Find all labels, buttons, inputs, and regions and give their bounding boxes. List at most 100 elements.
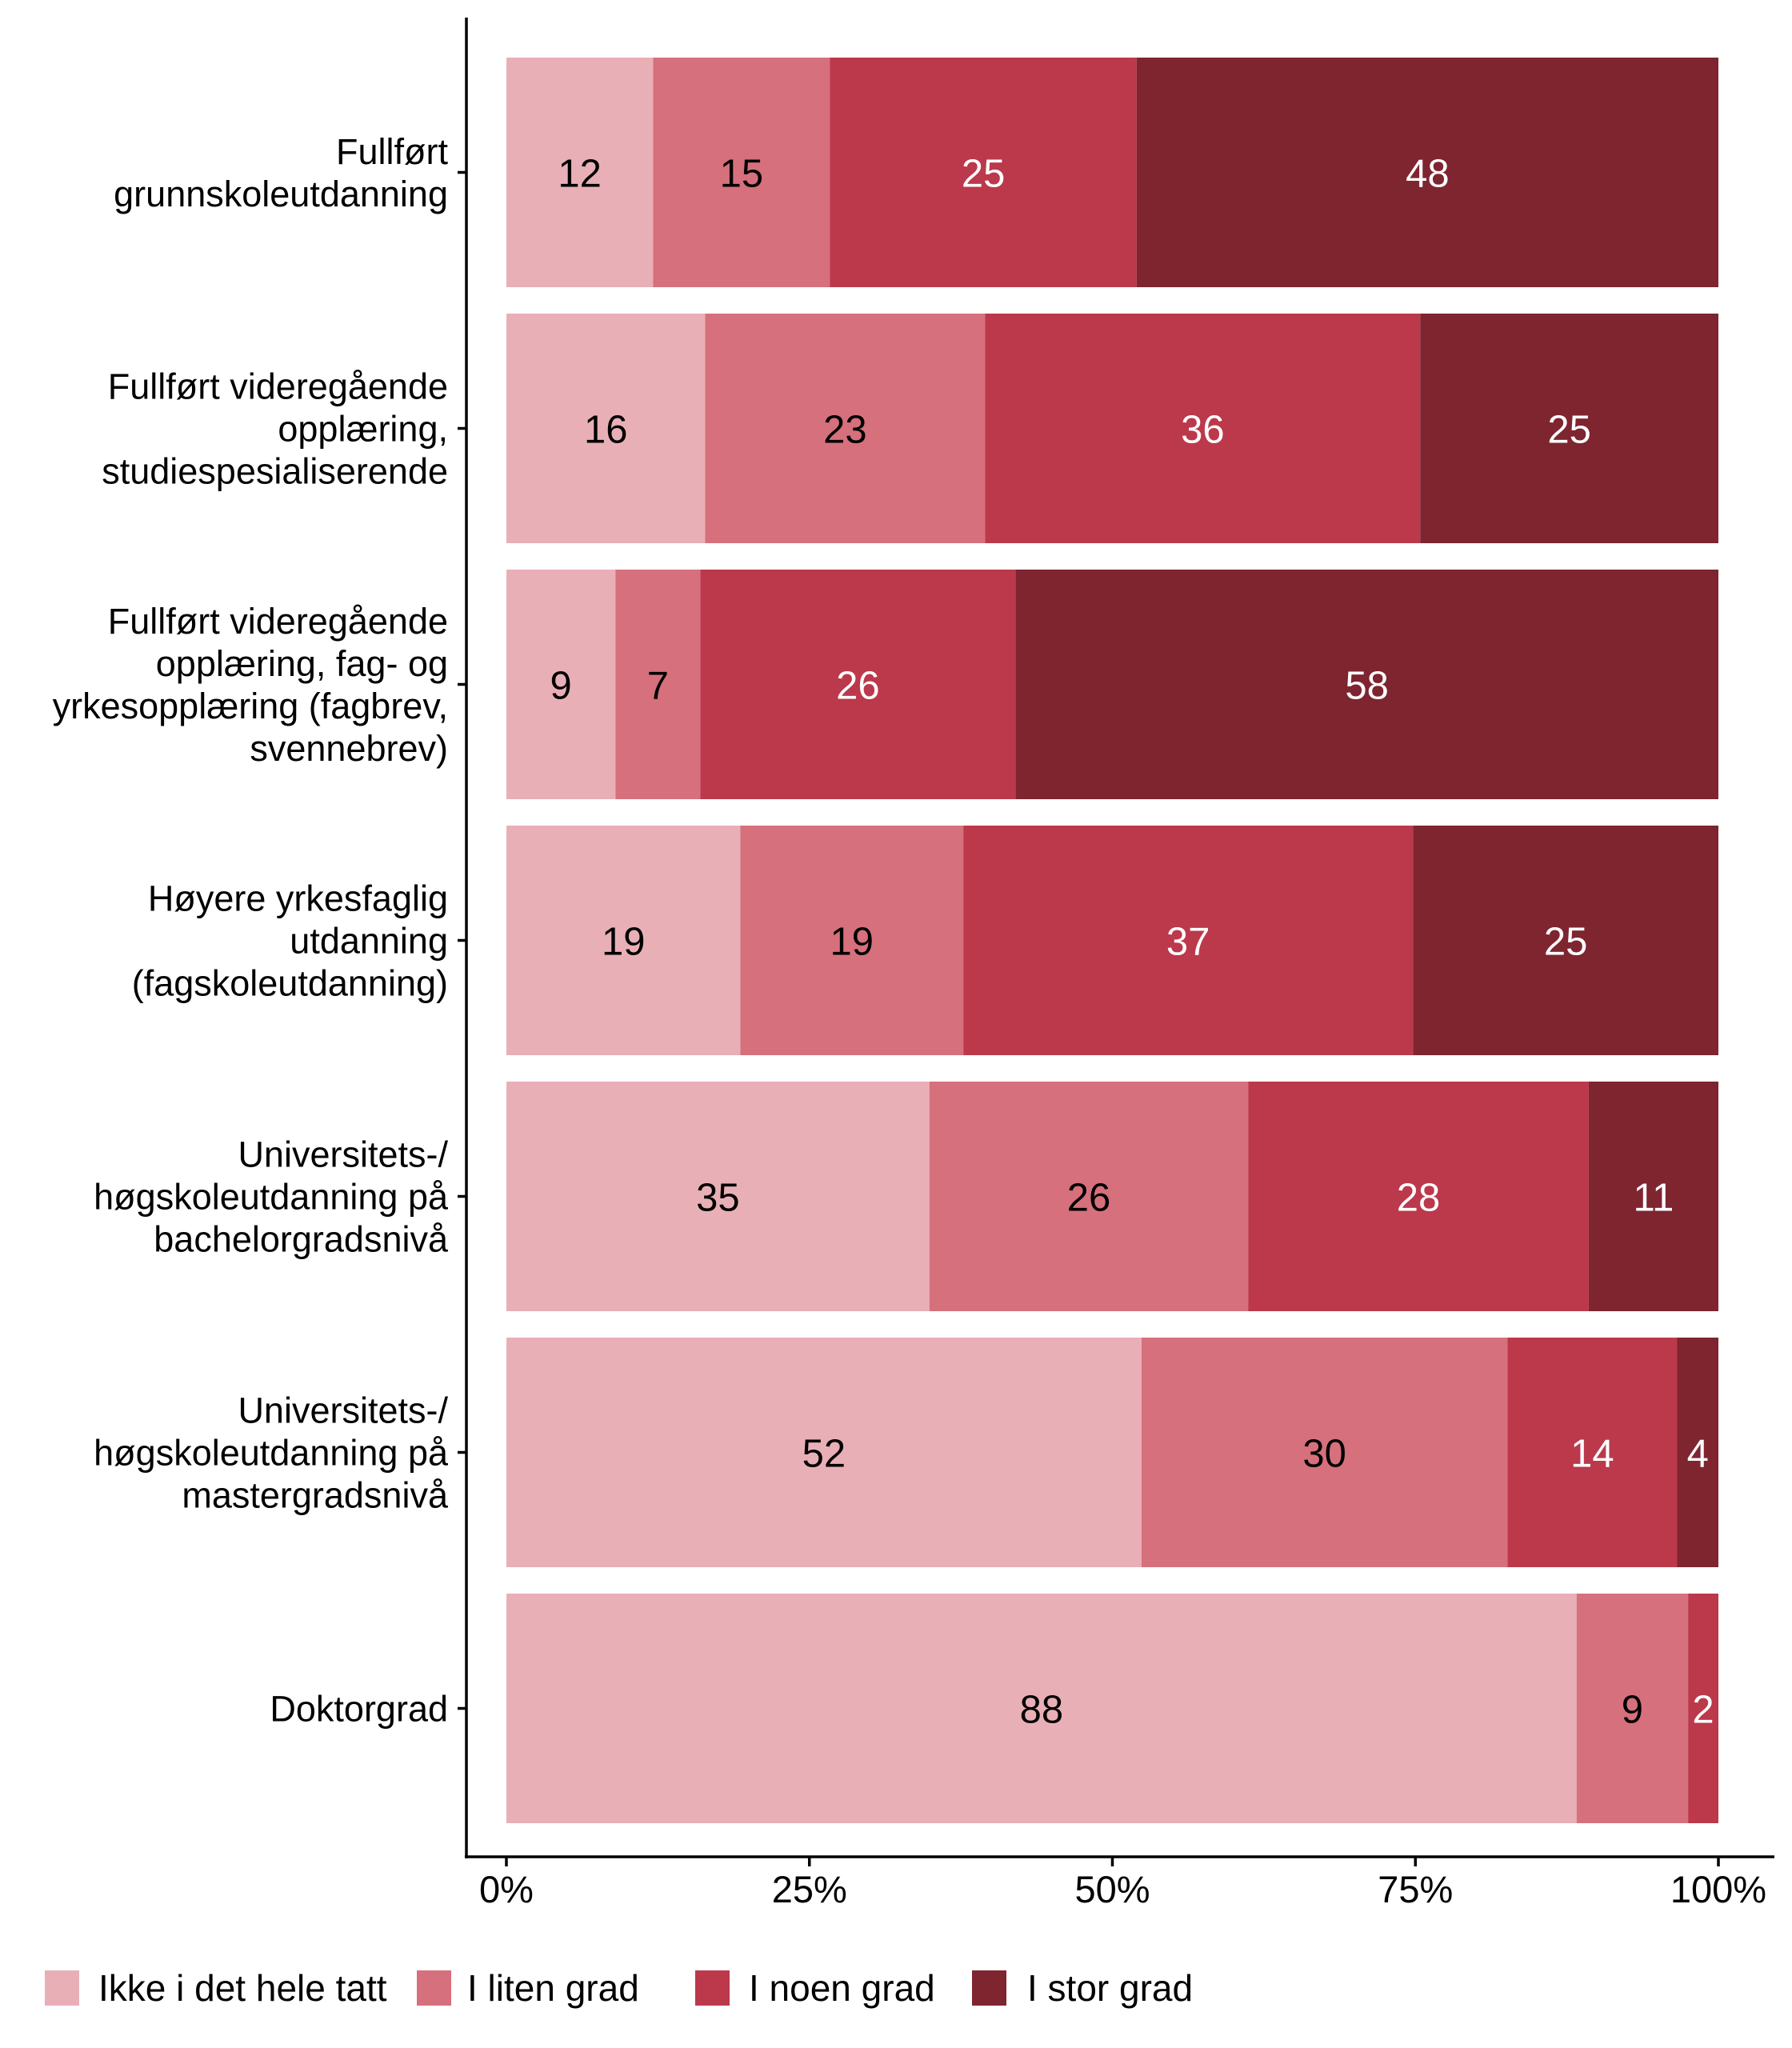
bar-segment	[1420, 314, 1718, 543]
bar-segment	[506, 570, 616, 799]
legend-label: I stor grad	[1027, 1967, 1193, 2009]
y-tick-label-line: høgskoleutdanning på	[94, 1433, 449, 1474]
bar-segment	[506, 314, 706, 543]
value-label: 48	[1406, 153, 1450, 196]
y-tick-label-line: Doktorgrad	[270, 1689, 448, 1730]
bar-segment	[740, 826, 964, 1055]
legend-item: I stor grad	[972, 1967, 1193, 2009]
bar-segment	[700, 570, 1016, 799]
value-label: 26	[836, 665, 880, 708]
bar-segment	[1248, 1082, 1589, 1311]
y-tick-label: Universitets-/høgskoleutdanning på bachel…	[94, 1134, 449, 1260]
y-tick-label-line: Høyere yrkesfaglig	[148, 878, 448, 919]
value-label: 15	[720, 153, 764, 196]
y-tick-label: Universitets-/høgskoleutdanning på master…	[94, 1390, 449, 1516]
value-label: 2	[1692, 1689, 1714, 1732]
y-tick-label-line: studiespesialiserende	[102, 451, 448, 492]
value-label: 12	[558, 153, 602, 196]
legend-key	[695, 1970, 730, 2006]
value-label: 37	[1166, 921, 1210, 964]
legend-item: I noen grad	[695, 1967, 935, 2009]
value-label: 52	[802, 1433, 846, 1476]
value-label: 35	[696, 1177, 740, 1220]
value-label: 25	[1544, 921, 1588, 964]
y-tick-label: Doktorgrad	[270, 1689, 448, 1730]
legend-label: I noen grad	[749, 1967, 935, 2009]
y-tick-label: Høyere yrkesfaglig utdanning (fagskoleutda…	[132, 878, 448, 1004]
bar-segment	[1588, 1082, 1718, 1311]
value-label: 88	[1020, 1689, 1064, 1732]
bar-segment	[830, 58, 1137, 287]
x-tick-label: 75%	[1378, 1868, 1453, 1910]
value-label: 9	[1622, 1689, 1643, 1732]
x-tick-label: 100%	[1670, 1868, 1766, 1910]
legend-item: Ikke i det hele tatt	[45, 1967, 387, 2009]
y-tick-label: Fullført grunnskoleutdanning	[114, 131, 448, 214]
x-tick-label: 0%	[479, 1868, 534, 1910]
value-label: 26	[1067, 1177, 1111, 1220]
bar-segment	[1688, 1594, 1718, 1823]
bar-segment	[506, 58, 654, 287]
y-tick-label-line: Universitets-/	[238, 1390, 448, 1431]
y-tick-label: Fullført videregående opplæring, studiespe…	[102, 366, 448, 492]
value-label: 7	[647, 665, 669, 708]
value-label: 36	[1181, 409, 1225, 452]
y-axis-labels: Fullført grunnskoleutdanning Fullført vide…	[53, 131, 466, 1730]
y-tick-label-line: utdanning	[290, 921, 448, 962]
y-tick-label-line: Fullført videregående	[108, 601, 448, 642]
legend-label: Ikke i det hele tatt	[98, 1967, 387, 2009]
bar-segment	[506, 1594, 1577, 1823]
y-tick-label-line: bachelorgradsnivå	[154, 1219, 449, 1260]
value-label: 9	[550, 665, 572, 708]
y-tick-label-line: mastergradsnivå	[182, 1475, 449, 1516]
y-tick-label-line: høgskoleutdanning på	[94, 1177, 449, 1218]
value-label: 16	[584, 409, 628, 452]
bar-segment	[653, 58, 830, 287]
bars-layer	[506, 58, 1718, 1823]
bar-segment	[1677, 1338, 1718, 1567]
value-labels-layer: 12 15 25 48 16 23 36 25 9 7 26 58 19 19 37 25 35 26 28 11 52…	[550, 153, 1714, 1732]
bar-segment	[615, 570, 701, 799]
y-tick-label-line: opplæring, fag- og	[156, 643, 448, 684]
y-tick-label-line: Fullført	[336, 131, 448, 172]
legend-label: I liten grad	[467, 1967, 639, 2009]
x-tick-label: 50%	[1074, 1868, 1150, 1910]
bar-segment	[1141, 1338, 1508, 1567]
bar-segment	[1413, 826, 1718, 1055]
bar-segment	[1576, 1594, 1689, 1823]
value-label: 19	[830, 921, 874, 964]
bar-segment	[929, 1082, 1249, 1311]
bar-segment	[506, 1082, 930, 1311]
bar-segment	[1507, 1338, 1678, 1567]
value-label: 28	[1397, 1177, 1441, 1220]
legend-key	[45, 1970, 79, 2006]
y-tick-label-line: svennebrev)	[250, 728, 448, 769]
value-label: 23	[823, 409, 867, 452]
y-tick-label-line: Fullført videregående	[108, 366, 448, 407]
y-tick-label: Fullført videregående opplæring, fag- og y…	[53, 601, 448, 769]
value-label: 19	[602, 921, 646, 964]
bar-segment	[506, 826, 741, 1055]
value-label: 14	[1570, 1433, 1614, 1476]
value-label: 25	[1547, 409, 1591, 452]
bar-segment	[985, 314, 1421, 543]
y-tick-label-line: grunnskoleutdanning	[114, 174, 448, 214]
legend-item: I liten grad	[417, 1967, 639, 2009]
y-tick-label-line: Universitets-/	[238, 1134, 448, 1175]
bar-segment	[963, 826, 1414, 1055]
value-label: 58	[1345, 665, 1389, 708]
y-tick-label-line: opplæring,	[278, 409, 448, 450]
legend-key	[972, 1970, 1006, 2006]
value-label: 11	[1634, 1177, 1674, 1220]
value-label: 4	[1687, 1433, 1709, 1476]
bar-segment	[1015, 570, 1718, 799]
x-axis-ticks: 0% 25% 50% 75% 100%	[479, 1857, 1766, 1910]
legend-key	[417, 1970, 451, 2006]
bar-segment	[705, 314, 986, 543]
value-label: 30	[1302, 1433, 1346, 1476]
y-tick-label-line: yrkesopplæring (fagbrev,	[53, 686, 448, 726]
legend: Ikke i det hele tatt I liten grad I noen g…	[45, 1967, 1193, 2009]
value-label: 25	[962, 153, 1006, 196]
bar-segment	[1136, 58, 1718, 287]
